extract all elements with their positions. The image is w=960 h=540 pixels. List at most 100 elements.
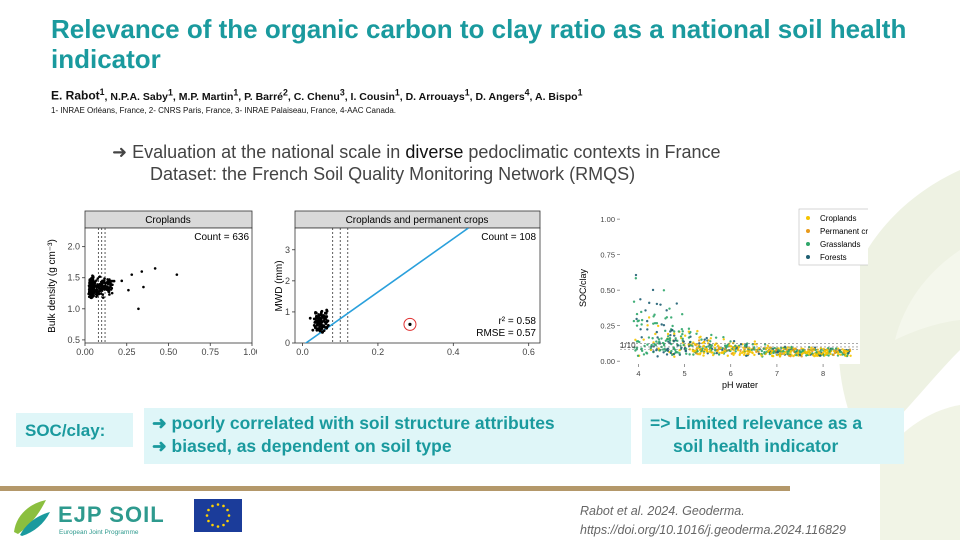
- data-point: [694, 349, 697, 352]
- outlier-point: [408, 322, 412, 326]
- chart-2-count: Count = 108: [481, 232, 536, 243]
- data-point: [746, 352, 749, 356]
- data-point: [687, 343, 690, 346]
- data-point: [702, 351, 706, 355]
- data-point: [687, 327, 691, 330]
- data-point: [721, 348, 724, 352]
- data-point: [750, 348, 754, 352]
- data-point: [94, 292, 98, 296]
- data-point: [99, 284, 102, 288]
- data-point: [826, 346, 830, 350]
- summary-findings: ➜ poorly correlated with soil structure …: [144, 408, 631, 464]
- data-point: [763, 343, 767, 346]
- author-list: E. Rabot1, N.P.A. Saby1, M.P. Martin1, P…: [51, 87, 583, 103]
- legend-forests: Forests: [820, 253, 847, 262]
- data-point: [793, 353, 797, 357]
- data-point: [702, 344, 706, 348]
- data-point: [769, 351, 773, 355]
- data-point: [100, 289, 104, 292]
- data-point: [717, 353, 721, 356]
- data-point: [811, 352, 814, 355]
- data-point: [829, 352, 832, 356]
- data-point: [644, 309, 647, 312]
- data-point: [106, 280, 109, 284]
- data-point: [844, 354, 847, 358]
- data-point: [687, 330, 691, 333]
- data-point: [655, 330, 659, 334]
- data-point: [777, 347, 780, 350]
- data-point: [819, 347, 823, 350]
- data-point: [662, 344, 666, 347]
- y-tick-label: 0.50: [600, 286, 615, 295]
- data-point: [807, 353, 811, 356]
- data-point: [664, 329, 667, 333]
- data-point: [636, 354, 640, 357]
- data-point: [703, 338, 706, 341]
- author-name: D. Arrouays: [405, 90, 465, 103]
- data-point: [103, 279, 106, 283]
- data-point: [755, 343, 758, 346]
- data-point: [652, 345, 655, 348]
- data-point: [806, 350, 809, 353]
- data-point: [823, 349, 826, 353]
- conclusion-line-2: soil health indicator: [673, 436, 839, 456]
- data-point: [798, 353, 802, 356]
- data-point: [734, 350, 737, 353]
- data-point: [680, 327, 684, 331]
- data-point: [666, 338, 669, 341]
- data-point: [322, 314, 325, 317]
- data-point: [763, 352, 766, 355]
- data-point: [681, 337, 684, 341]
- data-point: [705, 336, 708, 340]
- data-point: [650, 343, 653, 347]
- eu-star-icon: [205, 514, 209, 517]
- data-point: [698, 342, 701, 345]
- data-point: [750, 351, 754, 354]
- chart-3-legend: Croplands Permanent crops Grasslands For…: [798, 208, 868, 266]
- data-point: [666, 349, 670, 352]
- data-point: [640, 349, 644, 353]
- data-point: [770, 349, 774, 353]
- data-point: [672, 339, 675, 343]
- y-tick-label: 1.00: [600, 215, 615, 224]
- data-point: [643, 344, 646, 348]
- legend-dot-forests: [806, 255, 810, 259]
- data-point: [764, 348, 768, 351]
- data-point: [656, 355, 659, 358]
- data-point: [88, 287, 91, 291]
- data-point: [767, 349, 770, 353]
- conclusion-box: => Limited relevance as a soil health in…: [642, 408, 904, 464]
- author-affiliation: 1: [167, 87, 173, 97]
- data-point: [646, 324, 649, 327]
- data-point: [120, 279, 124, 283]
- data-point: [665, 309, 668, 312]
- data-point: [669, 333, 672, 337]
- chart-2-r2: r² = 0.58: [498, 316, 536, 327]
- data-point: [778, 354, 782, 357]
- data-point: [657, 338, 661, 341]
- data-point: [760, 354, 763, 357]
- data-point: [107, 286, 110, 290]
- citation-doi[interactable]: https://doi.org/10.1016/j.geoderma.2024.…: [580, 523, 846, 537]
- data-point: [95, 295, 98, 298]
- data-point: [827, 354, 830, 357]
- logo-text: EJP SOIL: [58, 502, 165, 527]
- data-point: [697, 339, 701, 342]
- y-tick-label: 0: [285, 338, 290, 348]
- data-point: [89, 296, 93, 299]
- data-point: [89, 294, 92, 297]
- eu-star-icon: [227, 514, 231, 517]
- legend-dot-croplands: [806, 216, 810, 220]
- data-point: [695, 332, 698, 336]
- data-point: [662, 351, 665, 354]
- data-point: [783, 352, 786, 356]
- data-point: [689, 335, 692, 338]
- data-point: [660, 323, 663, 326]
- author-affiliation: 3: [339, 87, 345, 97]
- eu-star-icon: [226, 519, 229, 523]
- data-point: [142, 285, 145, 289]
- data-point: [648, 301, 651, 305]
- author-affiliation: 1: [464, 87, 470, 97]
- data-point: [652, 350, 655, 353]
- data-point: [92, 286, 96, 290]
